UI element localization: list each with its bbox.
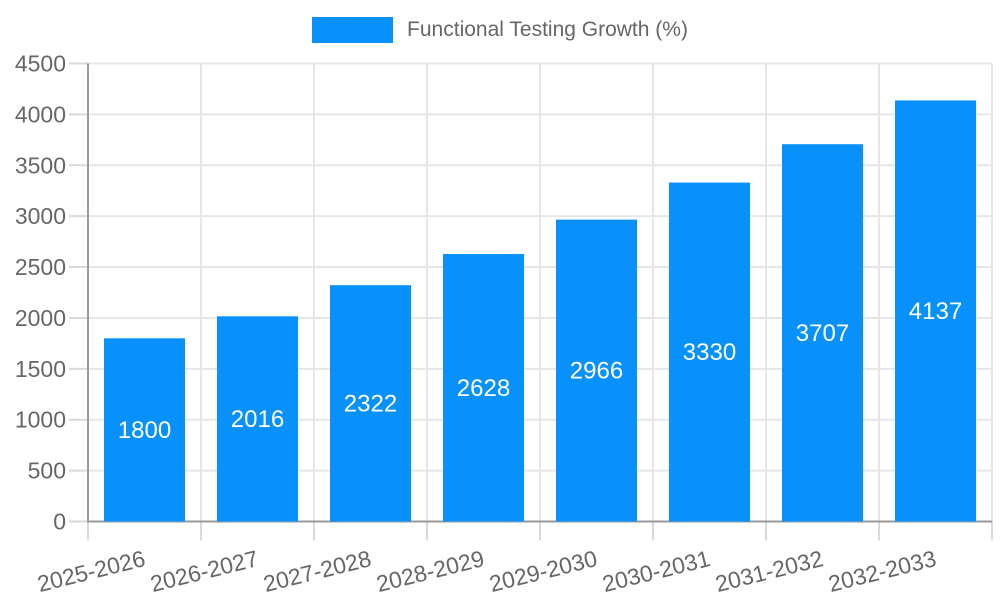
bar-value-label: 1800 bbox=[118, 417, 171, 444]
bar[interactable] bbox=[443, 254, 524, 522]
bar[interactable] bbox=[556, 219, 637, 522]
x-axis-label: 2031-2032 bbox=[713, 545, 826, 597]
legend-swatch bbox=[312, 17, 394, 43]
bar-value-label: 2628 bbox=[457, 375, 510, 402]
y-axis-label: 4500 bbox=[15, 51, 66, 77]
x-axis-label: 2028-2029 bbox=[374, 545, 487, 597]
bar-value-label: 3707 bbox=[796, 320, 849, 347]
y-axis-label: 3500 bbox=[15, 152, 66, 178]
bar[interactable] bbox=[895, 100, 976, 522]
bar[interactable] bbox=[217, 316, 298, 522]
y-axis-label: 2500 bbox=[15, 254, 66, 280]
x-axis-label: 2026-2027 bbox=[148, 545, 261, 597]
x-axis-label: 2030-2031 bbox=[600, 545, 713, 597]
y-axis-label: 2000 bbox=[15, 305, 66, 331]
bar[interactable] bbox=[330, 285, 411, 522]
y-axis-label: 1500 bbox=[15, 356, 66, 382]
bar-value-label: 2966 bbox=[570, 358, 623, 385]
x-axis-label: 2025-2026 bbox=[35, 545, 148, 597]
y-axis-label: 1000 bbox=[15, 407, 66, 433]
y-axis-label: 500 bbox=[28, 458, 66, 484]
bar-value-label: 3330 bbox=[683, 339, 736, 366]
x-axis-label: 2027-2028 bbox=[261, 545, 374, 597]
x-axis-label: 2032-2033 bbox=[826, 545, 939, 597]
bar-value-label: 2016 bbox=[231, 406, 284, 433]
legend-label: Functional Testing Growth (%) bbox=[407, 18, 688, 41]
x-axis-label: 2029-2030 bbox=[487, 545, 600, 597]
y-axis-label: 0 bbox=[53, 509, 66, 535]
legend-item[interactable]: Functional Testing Growth (%) bbox=[0, 17, 1000, 43]
bar[interactable] bbox=[782, 144, 863, 522]
bar-value-label: 2322 bbox=[344, 390, 397, 417]
bar-value-label: 4137 bbox=[909, 298, 962, 325]
bar[interactable] bbox=[104, 338, 185, 522]
y-axis-label: 3000 bbox=[15, 203, 66, 229]
y-axis-label: 4000 bbox=[15, 101, 66, 127]
bar[interactable] bbox=[669, 182, 750, 522]
